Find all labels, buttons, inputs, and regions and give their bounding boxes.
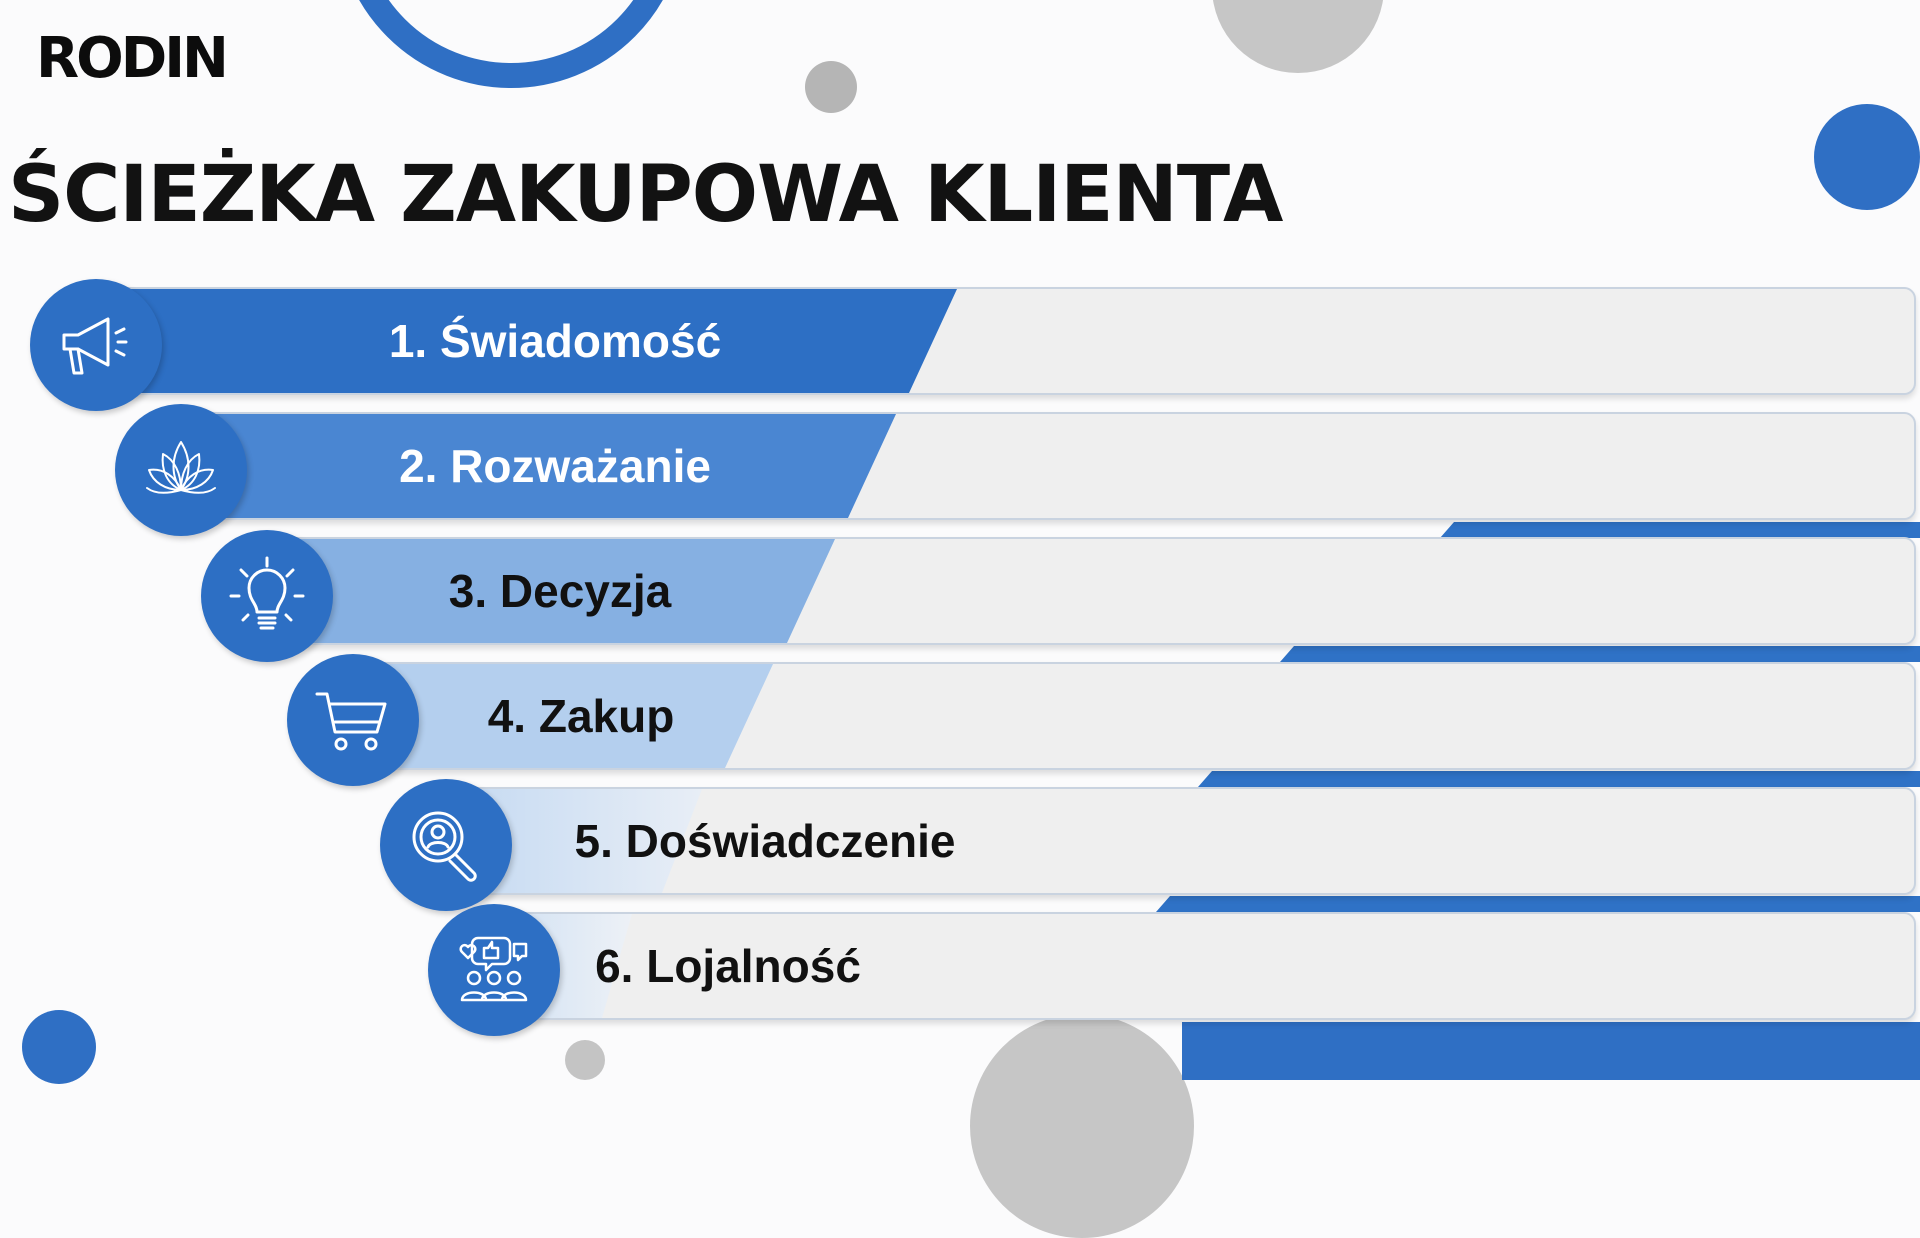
decor-blue-ring — [336, 0, 686, 88]
stage-fill — [112, 289, 957, 393]
stage-label: 4. Zakup — [487, 690, 675, 742]
megaphone-icon — [30, 279, 162, 411]
stage-label: 1. Świadomość — [388, 315, 722, 367]
stage-bar-3: 3. Decyzja — [290, 537, 1916, 645]
decor-stripe — [1280, 646, 1920, 662]
stage-label: 2. Rozważanie — [399, 440, 711, 492]
decor-stripe — [1440, 522, 1920, 538]
lightbulb-icon — [201, 530, 333, 662]
brand-logo: RODIN — [36, 26, 229, 91]
stage-fill — [292, 539, 835, 643]
stage-label: 5. Doświadczenie — [574, 815, 956, 867]
stage-bar-1: 1. Świadomość — [110, 287, 1916, 395]
community-thumbs-up-icon — [428, 904, 560, 1036]
stage-label: 6. Lojalność — [595, 940, 861, 992]
stage-fill — [382, 664, 773, 768]
shopping-cart-icon — [287, 654, 419, 786]
decor-stripe — [1156, 896, 1920, 912]
decor-gray-dot — [805, 61, 857, 113]
decor-blue-band — [1182, 1022, 1920, 1080]
lotus-icon — [115, 404, 247, 536]
decor-gray-small — [565, 1040, 605, 1080]
stage-fill — [202, 414, 896, 518]
stage-bar-4: 4. Zakup — [380, 662, 1916, 770]
page-title: ŚCIEŻKA ZAKUPOWA KLIENTA — [8, 150, 1283, 240]
stage-bar-5: 5. Doświadczenie — [470, 787, 1916, 895]
decor-stripe — [1198, 771, 1920, 787]
stage-label: 3. Decyzja — [448, 565, 672, 617]
decor-blue-dot — [22, 1010, 96, 1084]
decor-gray-circle — [1212, 0, 1384, 73]
stage-bar-6: 6. Lojalność — [520, 912, 1916, 1020]
stage-bar-2: 2. Rozważanie — [200, 412, 1916, 520]
decor-gray-large — [970, 1014, 1194, 1238]
decor-blue-circle — [1814, 104, 1920, 210]
magnifier-user-icon — [380, 779, 512, 911]
